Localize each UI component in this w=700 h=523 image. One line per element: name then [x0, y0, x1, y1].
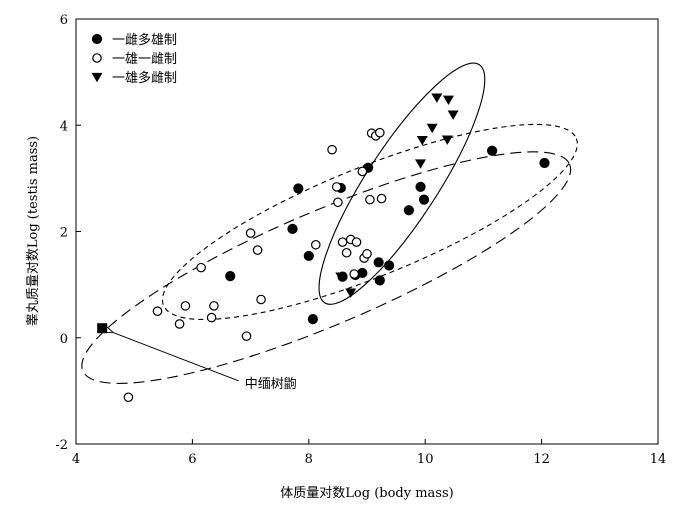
data-point [256, 294, 266, 305]
x-tick-label: 12 [533, 452, 550, 467]
data-point [331, 182, 342, 192]
data-point [441, 135, 453, 145]
data-point [375, 127, 385, 138]
data-point [351, 237, 362, 247]
x-tick-label: 6 [188, 452, 196, 467]
data-point [416, 136, 428, 146]
data-point [373, 257, 384, 268]
legend-label: 一雌多雄制 [112, 32, 177, 48]
data-point [337, 237, 348, 247]
legend-marker [92, 53, 102, 63]
x-axis-title: 体质量对数Log (body mass) [280, 486, 453, 501]
data-point [447, 110, 459, 120]
y-axis-title: 睾丸质量对数Log (testis mass) [25, 136, 41, 326]
data-point [123, 392, 134, 403]
y-tick-label: 6 [60, 13, 68, 28]
data-point [487, 145, 498, 156]
legend-marker [91, 72, 103, 83]
data-point [303, 250, 314, 262]
data-point [287, 223, 298, 234]
annotation-label: 中缅树鼩 [245, 377, 297, 392]
data-point [241, 331, 252, 341]
data-point [174, 319, 185, 329]
data-point [415, 159, 427, 169]
data-point [345, 288, 357, 298]
x-tick-label: 14 [650, 452, 667, 467]
y-tick-label: -2 [55, 438, 68, 453]
data-point [357, 166, 368, 177]
data-point [442, 95, 454, 105]
ellipse-group [81, 62, 578, 384]
y-tick-label: 2 [60, 226, 68, 241]
data-point [335, 272, 347, 282]
data-point [310, 239, 321, 250]
axis-ticks: 4 6 8 10 12 14 -2 0 2 4 6 [55, 13, 666, 467]
data-point [333, 197, 343, 208]
data-point [418, 194, 430, 205]
x-tick-label: 4 [72, 452, 80, 467]
data-point [384, 260, 395, 271]
data-point [362, 249, 372, 259]
y-tick-label: 4 [60, 119, 68, 134]
data-point [327, 144, 337, 155]
data-point [152, 306, 163, 316]
data-point [539, 157, 550, 169]
legend-marker [91, 33, 103, 45]
data-point [196, 262, 206, 273]
x-tick-label: 10 [417, 452, 434, 467]
legend-label: 一雄一雌制 [112, 51, 177, 67]
data-point [431, 93, 443, 103]
y-tick-label: 0 [60, 332, 68, 347]
data-point [374, 275, 385, 286]
data-point [209, 301, 219, 311]
data-point [293, 183, 304, 194]
data-point [376, 193, 387, 204]
data-point [225, 271, 236, 282]
data-point [426, 123, 438, 134]
data-point [206, 312, 217, 323]
x-tick-label: 8 [305, 452, 313, 467]
legend-label: 一雄多雌制 [112, 70, 177, 86]
data-point [415, 181, 426, 192]
annotations: 中缅树鼩 [112, 332, 297, 392]
special-point [97, 323, 108, 334]
data-point [341, 247, 352, 258]
data-point [357, 267, 368, 279]
ellipse-long-dash [81, 151, 572, 384]
ellipse-solid [318, 62, 486, 305]
data-point [365, 194, 375, 205]
data-point [307, 314, 318, 325]
data-point [252, 245, 263, 255]
data-point [349, 269, 359, 279]
data-point [403, 205, 415, 216]
ellipse-short-dash [161, 123, 578, 321]
annotation-arrow [112, 332, 239, 382]
data-point [245, 228, 256, 238]
data-point [180, 301, 191, 311]
data-points [97, 93, 550, 403]
